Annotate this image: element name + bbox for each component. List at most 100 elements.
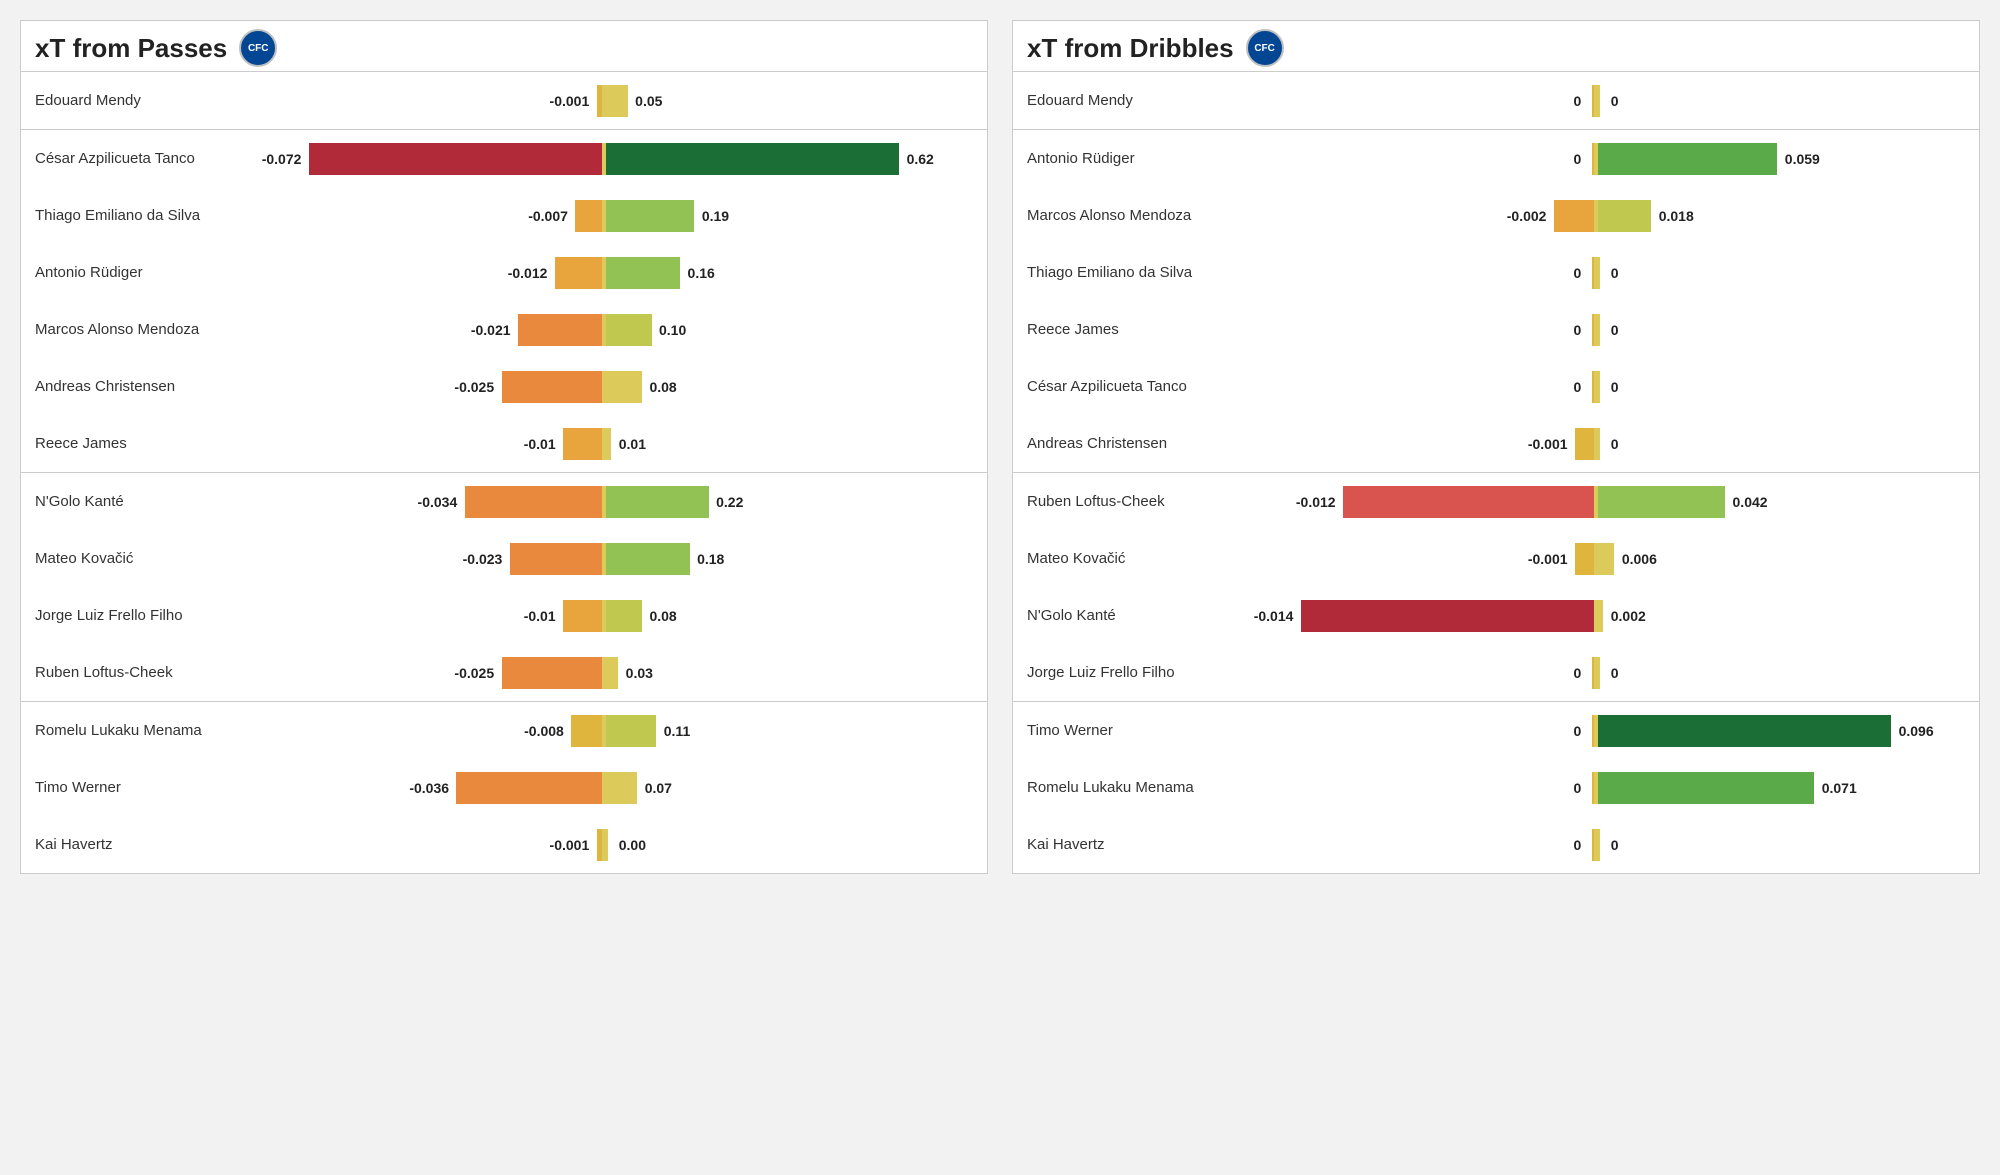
- neg-value: -0.002: [1507, 208, 1547, 224]
- pos-bar: [604, 543, 690, 575]
- pos-bar: [604, 715, 656, 747]
- bar-area: -0.0120.042: [1227, 480, 1965, 524]
- player-name: Edouard Mendy: [35, 92, 235, 109]
- neg-bar: [575, 200, 604, 232]
- panel-header: xT from Passes CFC: [21, 21, 987, 71]
- pos-value: 0.08: [649, 379, 676, 395]
- neg-value: 0: [1573, 780, 1581, 796]
- pos-value: 0.042: [1733, 494, 1768, 510]
- player-group: Edouard Mendy -0.001 0.05: [21, 71, 987, 129]
- player-row: Marcos Alonso Mendoza -0.002 0.018: [1013, 187, 1979, 244]
- player-row: Marcos Alonso Mendoza-0.0210.10: [21, 301, 987, 358]
- player-row: Jorge Luiz Frello Filho00: [1013, 644, 1979, 701]
- pos-bar: [604, 85, 628, 117]
- player-row: Reece James-0.010.01: [21, 415, 987, 472]
- pos-value: 0.01: [619, 436, 646, 452]
- pos-value: 0.07: [645, 780, 672, 796]
- player-row: Ruben Loftus-Cheek-0.0250.03: [21, 644, 987, 701]
- pos-bar: [1596, 486, 1725, 518]
- player-row: Edouard Mendy -0.001 0.05: [21, 72, 987, 129]
- pos-value: 0: [1611, 265, 1619, 281]
- bar-area: -0.0140.002: [1227, 594, 1965, 638]
- center-tick: [1594, 200, 1598, 232]
- player-group: Ruben Loftus-Cheek-0.0120.042Mateo Kovač…: [1013, 472, 1979, 701]
- bar-area: 00: [1227, 251, 1965, 295]
- center-tick: [602, 772, 606, 804]
- neg-value: -0.025: [454, 379, 494, 395]
- player-name: Romelu Lukaku Menama: [35, 722, 235, 739]
- panel-dribbles: xT from Dribbles CFC Edouard Mendy00Anto…: [1012, 20, 1980, 874]
- pos-value: 0: [1611, 665, 1619, 681]
- pos-value: 0: [1611, 436, 1619, 452]
- bar-area: -0.0070.19: [235, 194, 973, 238]
- bar-area: -0.010.01: [235, 422, 973, 466]
- center-tick: [602, 486, 606, 518]
- pos-value: 0.096: [1899, 723, 1934, 739]
- panel-title: xT from Passes: [35, 33, 227, 64]
- neg-bar: [563, 600, 604, 632]
- pos-bar: [1596, 772, 1814, 804]
- player-name: César Azpilicueta Tanco: [35, 150, 235, 167]
- player-row: Kai Havertz-0.0010.00: [21, 816, 987, 873]
- pos-value: 0.018: [1659, 208, 1694, 224]
- center-tick: [602, 657, 606, 689]
- pos-value: 0.059: [1785, 151, 1820, 167]
- pos-value: 0.10: [659, 322, 686, 338]
- neg-value: -0.025: [454, 665, 494, 681]
- pos-bar: [604, 371, 642, 403]
- player-group: Romelu Lukaku Menama-0.0080.11 Timo Werne…: [21, 701, 987, 873]
- player-row: Antonio Rüdiger-0.0120.16: [21, 244, 987, 301]
- center-tick: [1594, 143, 1598, 175]
- neg-bar: [1575, 428, 1596, 460]
- center-tick: [602, 600, 606, 632]
- neg-value: -0.012: [508, 265, 548, 281]
- pos-value: 0.05: [635, 93, 662, 109]
- center-tick: [602, 543, 606, 575]
- player-row: Thiago Emiliano da Silva00: [1013, 244, 1979, 301]
- pos-value: 0: [1611, 379, 1619, 395]
- player-name: Marcos Alonso Mendoza: [1027, 207, 1227, 224]
- neg-bar: [456, 772, 604, 804]
- neg-value: 0: [1573, 665, 1581, 681]
- neg-value: -0.001: [1528, 436, 1568, 452]
- center-tick: [1594, 657, 1598, 689]
- player-name: Mateo Kovačić: [35, 550, 235, 567]
- player-row: Romelu Lukaku Menama00.071: [1013, 759, 1979, 816]
- center-tick: [1594, 829, 1598, 861]
- neg-bar: [1554, 200, 1596, 232]
- center-tick: [1594, 486, 1598, 518]
- center-tick: [1594, 428, 1598, 460]
- player-group: N'Golo Kanté-0.0340.22 Mateo Kovačić -0.02…: [21, 472, 987, 701]
- neg-value: -0.036: [409, 780, 449, 796]
- neg-value: 0: [1573, 93, 1581, 109]
- bar-area: 00: [1227, 308, 1965, 352]
- center-tick: [1594, 600, 1598, 632]
- pos-value: 0.16: [688, 265, 715, 281]
- pos-value: 0.62: [907, 151, 934, 167]
- bar-area: 00.059: [1227, 137, 1965, 181]
- player-name: Reece James: [1027, 321, 1227, 338]
- player-name: Jorge Luiz Frello Filho: [35, 607, 235, 624]
- neg-value: -0.001: [550, 93, 590, 109]
- neg-value: 0: [1573, 837, 1581, 853]
- center-tick: [1594, 257, 1598, 289]
- neg-value: -0.001: [550, 837, 590, 853]
- bar-area: -0.0210.10: [235, 308, 973, 352]
- neg-value: -0.01: [524, 608, 556, 624]
- bar-area: -0.012 0.16: [235, 251, 973, 295]
- player-row: Timo Werner -0.036 0.07: [21, 759, 987, 816]
- pos-value: 0.03: [626, 665, 653, 681]
- neg-value: 0: [1573, 723, 1581, 739]
- player-row: Antonio Rüdiger00.059: [1013, 130, 1979, 187]
- neg-bar: [518, 314, 604, 346]
- player-name: Timo Werner: [35, 779, 235, 796]
- bar-area: -0.0010.006: [1227, 537, 1965, 581]
- player-row: Thiago Emiliano da Silva-0.0070.19: [21, 187, 987, 244]
- pos-value: 0: [1611, 322, 1619, 338]
- player-row: N'Golo Kanté-0.0340.22: [21, 473, 987, 530]
- neg-value: 0: [1573, 322, 1581, 338]
- player-name: Antonio Rüdiger: [1027, 150, 1227, 167]
- bar-area: -0.025 0.03: [235, 651, 973, 695]
- neg-value: -0.072: [262, 151, 302, 167]
- bar-area: -0.0080.11: [235, 709, 973, 753]
